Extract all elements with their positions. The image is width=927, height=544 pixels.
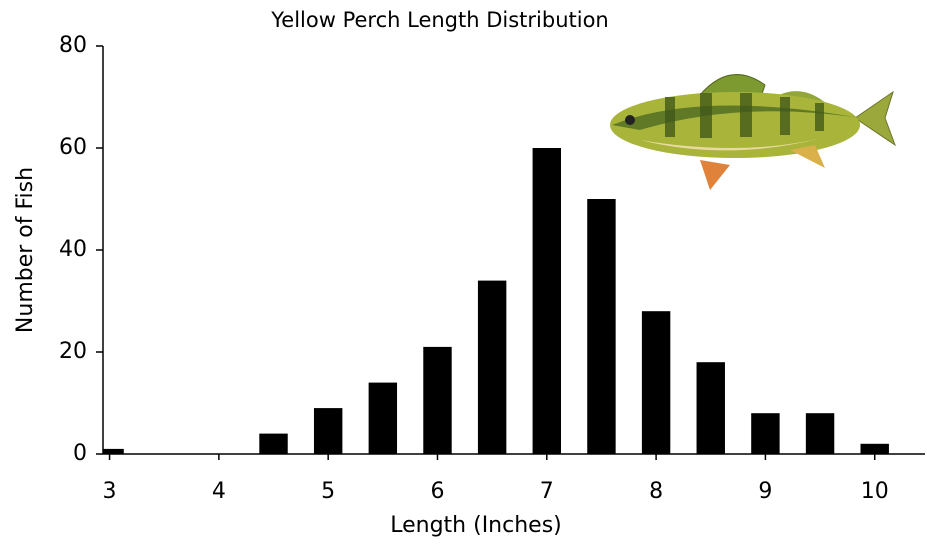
bar [532, 148, 562, 454]
y-tick-label: 60 [59, 135, 87, 160]
x-tick-label: 7 [540, 479, 554, 504]
bar [805, 413, 835, 454]
y-tick-label: 80 [59, 33, 87, 58]
x-tick-label: 4 [212, 479, 226, 504]
y-tick-label: 0 [73, 441, 87, 466]
bar [368, 382, 398, 454]
bar [751, 413, 780, 454]
bar [587, 199, 616, 454]
x-tick-label: 3 [103, 479, 117, 504]
bar [313, 408, 343, 454]
chart-title: Yellow Perch Length Distribution [270, 8, 609, 32]
y-tick-label: 40 [59, 237, 87, 262]
bar [259, 433, 288, 454]
x-axis-label: Length (Inches) [390, 513, 562, 538]
x-tick-label: 6 [430, 479, 444, 504]
y-axis-label: Number of Fish [13, 167, 38, 333]
bar [860, 443, 889, 454]
bar [641, 311, 671, 454]
bar [477, 280, 507, 454]
x-tick-label: 10 [861, 479, 889, 504]
y-tick-label: 20 [59, 339, 87, 364]
x-tick-label: 8 [649, 479, 663, 504]
bars [103, 148, 889, 454]
bar [696, 362, 725, 454]
x-tick-label: 5 [321, 479, 335, 504]
x-tick-label: 9 [758, 479, 772, 504]
bar [423, 346, 452, 454]
bar [103, 448, 124, 454]
perch-illustration [610, 74, 897, 190]
